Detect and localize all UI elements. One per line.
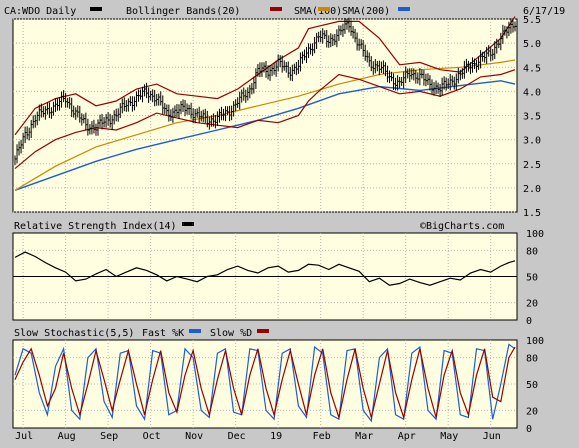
stoch-slowd-label: Slow %D [210,328,252,339]
stoch-line-1 [14,346,516,420]
rsi-title: Relative Strength Index(14) [14,221,177,232]
y-tick-label: 80 [526,354,538,365]
rsi-series [14,251,516,286]
price-grid [13,18,517,213]
y-tick-label: 3.0 [523,136,541,147]
price-swatch-symbol [90,7,102,11]
stoch-title: Slow Stochastic(5,5) [14,328,134,339]
stoch-line-0 [14,343,516,423]
y-tick-label: 2.5 [523,160,541,171]
price-title-symbol: CA:WDO Daily [4,6,76,17]
price-title-sma100: SMA(100) [294,6,342,17]
price-swatch-sma200 [398,7,410,11]
x-tick-label: Mar [355,431,373,442]
y-tick-label: 80 [526,246,538,257]
date-label: 6/17/19 [523,6,565,17]
sma100-line [14,59,516,191]
stoch-header: Slow Stochastic(5,5) Fast %K Slow %D [14,328,269,339]
x-tick-label: Sep [100,431,118,442]
rsi-watermark: ©BigCharts.com [420,221,504,232]
rsi-line-0 [14,251,516,286]
y-tick-label: 2.0 [523,184,541,195]
y-tick-label: 100 [526,336,544,347]
rsi-header: Relative Strength Index(14) ©BigCharts.c… [14,221,504,232]
y-tick-label: 0 [526,316,532,327]
y-tick-label: 50 [526,273,538,284]
x-tick-label: Dec [228,431,246,442]
y-tick-label: 20 [526,406,538,417]
price-title-bollinger: Bollinger Bands(20) [126,6,240,17]
x-tick-label: Apr [398,431,416,442]
y-tick-label: 1.5 [523,208,541,219]
price-series [14,16,517,191]
y-tick-label: 5.0 [523,39,541,50]
price-swatch-bollinger [270,7,282,11]
y-tick-label: 4.0 [523,87,541,98]
price-rsi-gap [0,216,579,224]
rsi-y-tick-labels: 100 80 50 20 0 [526,229,544,327]
x-tick-label: Oct [143,431,161,442]
y-tick-label: 20 [526,299,538,310]
x-tick-label: Aug [58,431,76,442]
y-tick-label: 0 [526,424,532,435]
rsi-swatch [182,222,194,226]
sma200-line [14,80,516,191]
rsi-grid [13,233,517,320]
stoch-fastk-label: Fast %K [142,328,184,339]
x-tick-label: Nov [185,431,203,442]
x-tick-label: Feb [313,431,331,442]
price-y-tick-labels: 1.5 2.0 2.5 3.0 3.5 4.0 4.5 5.0 5.5 [523,15,541,219]
y-tick-label: 3.5 [523,112,541,123]
stoch-swatch-slowd [257,329,269,333]
y-tick-label: 100 [526,229,544,240]
stoch-y-tick-labels: 100 80 50 20 0 [526,336,544,435]
y-tick-label: 50 [526,380,538,391]
x-tick-label: May [440,431,458,442]
price-swatch-sma100 [318,7,330,11]
x-axis-labels: Jul Aug Sep Oct Nov Dec 19 Feb Mar Apr May Jun [15,431,501,442]
stoch-series [14,343,516,423]
y-tick-label: 5.5 [523,15,541,26]
y-tick-label: 4.5 [523,63,541,74]
bollinger-lower-line [14,69,516,170]
x-tick-label: Jun [483,431,501,442]
price-title-sma200: SMA(200) [342,6,390,17]
stoch-swatch-fastk [189,329,201,333]
x-tick-label: 19 [270,431,282,442]
x-tick-label: Jul [15,431,33,442]
price-header: CA:WDO Daily Bollinger Bands(20) SMA(100… [4,6,565,17]
